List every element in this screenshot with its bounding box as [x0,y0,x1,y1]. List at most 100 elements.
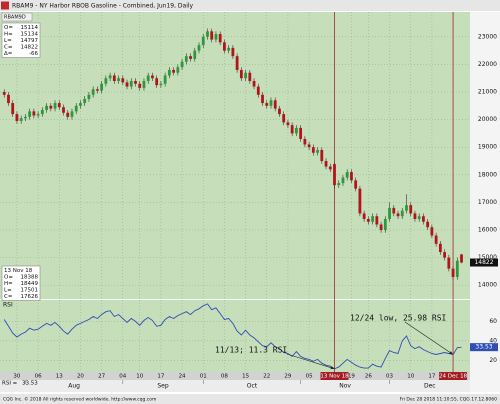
candle-body [201,36,205,46]
y-tick-label: 21000 [478,89,497,96]
candle-body [400,210,404,217]
info-label: C= [4,294,13,300]
symbol-button-label[interactable]: RBAM9D [4,15,26,21]
info-label: H= [4,32,13,38]
candle-body [53,103,57,109]
candle-body [32,111,36,116]
candle-body [176,67,180,73]
candle-body [184,56,188,62]
candle-body [248,72,252,81]
candle-body [294,127,298,134]
x-tick-label: 29 [284,374,291,380]
candle-body [350,172,353,181]
candle-body [379,224,383,231]
candle-body [83,98,87,104]
candle-body [172,69,176,73]
candle-body [104,78,108,84]
x-tick-label: 17 [428,374,435,380]
y-tick-label: 19000 [478,144,497,151]
candle-body [66,112,70,117]
marker-label: 13 Nov 18 [320,374,349,380]
candle-body [15,114,19,122]
candle-body [311,147,315,153]
candle-body [371,216,375,222]
candle-body [189,56,192,59]
info-value: 17626 [21,294,39,300]
price-panel [0,12,470,299]
arrow-head [330,366,335,370]
x-tick-label: 24 [179,374,186,380]
candle-body [430,227,434,236]
arrow-head [449,351,454,355]
y-tick-label: 22000 [478,61,497,68]
candle-body [214,34,218,40]
candle-body [180,61,184,68]
info-box [1,22,41,58]
candle-body [155,78,159,86]
last-rsi-tag [470,343,498,352]
candle-body [87,94,91,99]
candle-body [409,205,413,214]
candle-body [36,114,40,116]
y-tick-label: 20000 [478,116,497,123]
candle-body [57,103,61,108]
candle-body [324,161,328,167]
candle-body [316,149,319,153]
candle-body [354,180,358,189]
candle-body [341,177,345,184]
candle-body [235,56,239,70]
info-label: O= [4,275,13,281]
footer-bar [0,394,500,404]
candle-body [303,138,307,145]
x-tick-label: 27 [98,374,105,380]
candle-body [223,42,226,51]
x-tick-label: 04 [119,374,126,380]
candle-body [282,114,286,123]
candle-body [290,125,294,134]
y-tick-label: 17000 [478,199,497,206]
y-tick-label: 16000 [478,227,497,234]
candle-body [19,118,23,122]
candle-body [79,103,82,106]
candle-body [210,31,214,40]
candle-body [100,83,104,91]
candle-body [134,80,137,84]
window-title: RBAM9 - NY Harbor RBOB Gasoline - Combin… [12,3,194,10]
candle-body [206,31,209,37]
candle-body [328,166,332,170]
candle-body [117,78,120,81]
info-value: 17501 [21,288,39,294]
candle-body [417,216,421,219]
x-tick-label: 10 [136,374,143,380]
candle-body [256,86,260,95]
candle-body [447,257,451,269]
month-axis [0,380,470,392]
info-value: 15114 [21,25,39,31]
x-tick-label: 08 [221,374,228,380]
marker-tag [439,372,468,380]
candle-body [7,94,10,104]
candle-body [392,207,396,214]
candle-body [278,108,281,115]
footer-right: Fri Dec 28 2018 11:10:55, CQG 17.12.8060 [400,397,498,403]
month-label: Nov [339,383,351,390]
rsi-prefix: RSI = [2,381,18,387]
candle-body [227,47,231,51]
candle-body [40,109,44,115]
candle-body [333,164,336,186]
y-tick-label: 40 [489,337,497,344]
candle-body [239,69,243,79]
candle-body [307,144,311,148]
candle-body [396,213,400,217]
candle-body [375,216,379,225]
candle-body [438,243,442,253]
candle-body [62,107,65,113]
info-value: 15134 [21,32,39,38]
candle-body [146,75,150,81]
candle-body [320,149,324,162]
marker-label: 24 Dec 18 [439,374,468,380]
candle-body [167,69,171,76]
candle-body [218,34,222,43]
y-tick-label: 60 [489,318,497,325]
